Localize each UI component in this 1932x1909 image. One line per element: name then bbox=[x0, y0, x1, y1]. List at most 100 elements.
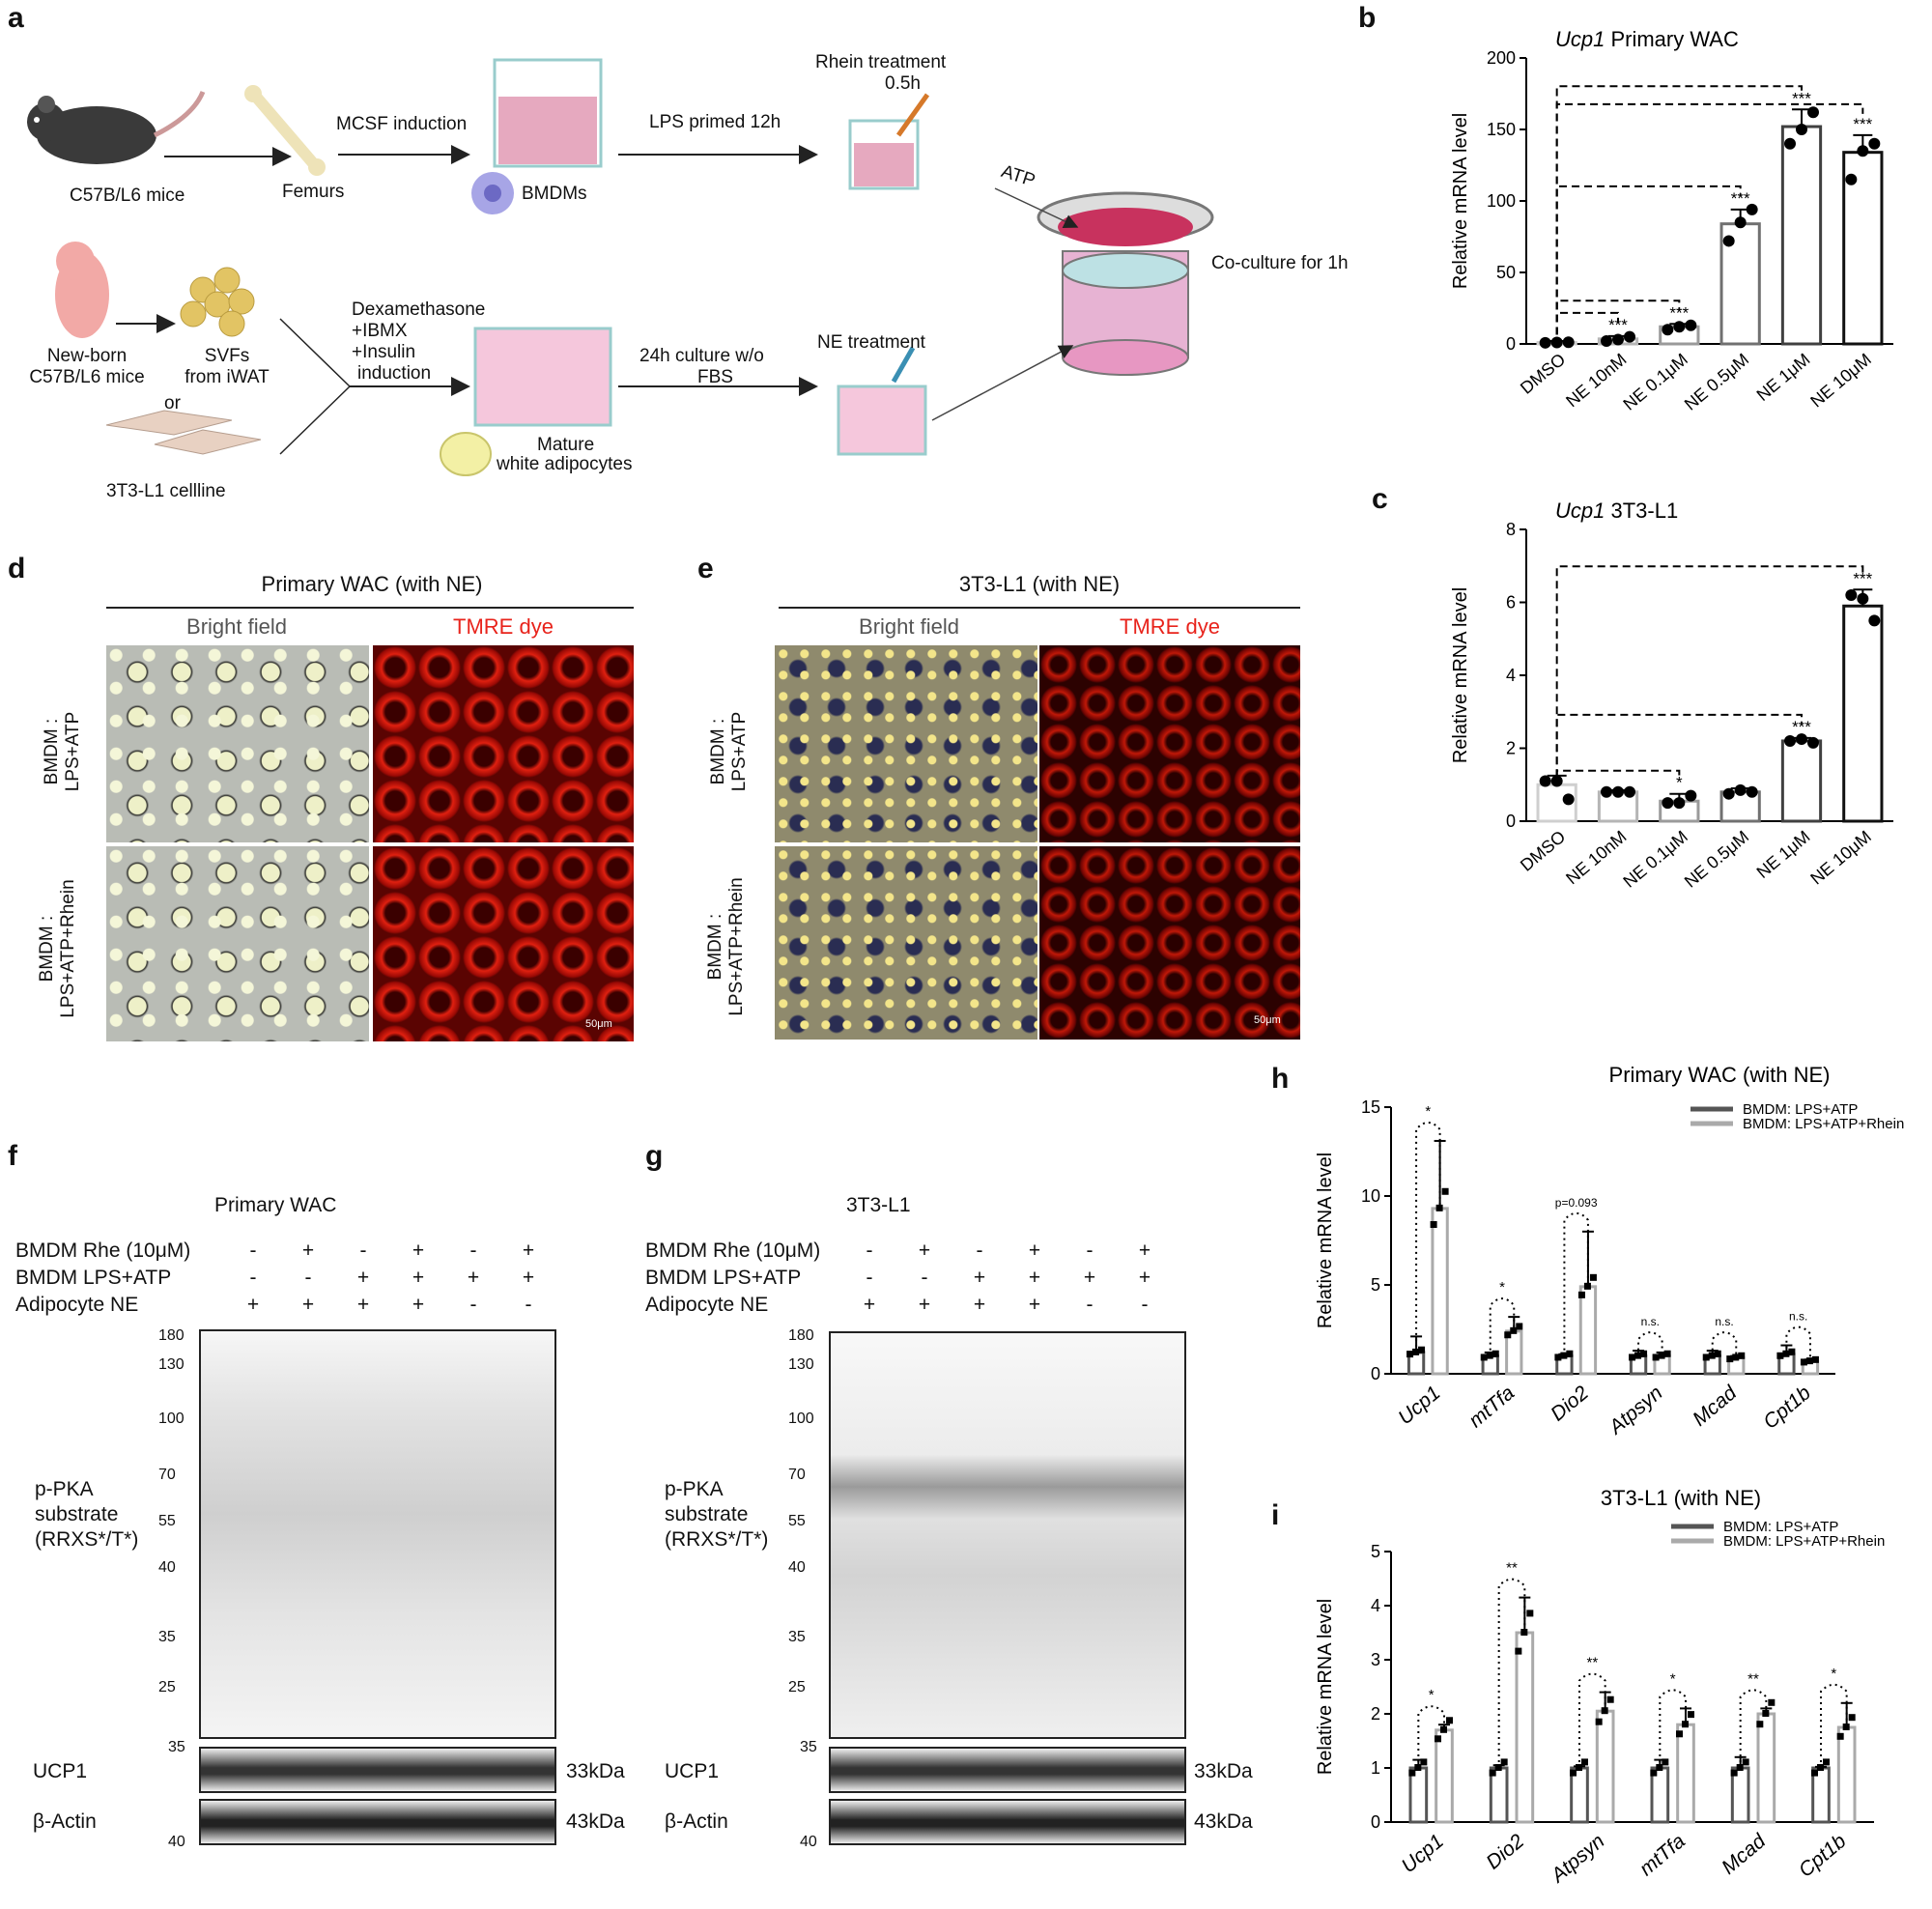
panel-g-ppka-label-1: p-PKA bbox=[665, 1478, 724, 1500]
marker-label: 100 bbox=[158, 1410, 185, 1427]
x-tick-label: Ucp1 bbox=[1394, 1382, 1444, 1429]
data-point bbox=[1800, 1358, 1807, 1366]
data-point bbox=[1807, 736, 1819, 749]
y-tick-label: 100 bbox=[1487, 191, 1516, 211]
sign-cell: + bbox=[1028, 1267, 1041, 1289]
data-point bbox=[1577, 1291, 1585, 1298]
legend-label: BMDM: LPS+ATP bbox=[1723, 1519, 1838, 1535]
y-tick-label: 1 bbox=[1371, 1758, 1380, 1778]
significance-label: * bbox=[1425, 1103, 1431, 1120]
label-coculture: Co-culture for 1h bbox=[1211, 253, 1349, 273]
significance-bracket bbox=[1489, 1297, 1516, 1356]
panel-f-ppka-label-3: (RRXS*/T*) bbox=[35, 1528, 139, 1551]
panel-label-i: i bbox=[1271, 1499, 1280, 1531]
bar bbox=[1435, 1728, 1454, 1824]
panel-g-ucp1-kda: 33kDa bbox=[1194, 1760, 1253, 1782]
label-bmdms: BMDMs bbox=[522, 184, 587, 204]
data-point bbox=[1526, 1610, 1534, 1617]
fibroblast-cells-icon bbox=[105, 410, 262, 455]
data-point bbox=[1726, 1355, 1734, 1363]
significance-label: n.s. bbox=[1641, 1315, 1660, 1328]
panel-d-tmre-lpsatp-image bbox=[373, 645, 634, 842]
panel-label-f: f bbox=[8, 1140, 17, 1172]
panel-e-rule bbox=[779, 607, 1300, 609]
data-point bbox=[1784, 137, 1796, 150]
panel-e-bf-rhein-image bbox=[775, 846, 1037, 1040]
significance-label: *** bbox=[1731, 189, 1750, 208]
sign-cell: - bbox=[304, 1267, 312, 1289]
panel-d-row2-a: BMDM : bbox=[37, 915, 57, 983]
y-tick-label: 15 bbox=[1361, 1097, 1380, 1117]
panel-g-actin-kda: 43kDa bbox=[1194, 1810, 1253, 1833]
data-point bbox=[1730, 1769, 1738, 1777]
sign-cell: - bbox=[359, 1239, 367, 1262]
data-point bbox=[1662, 1758, 1669, 1766]
label-rhein: Rhein treatment bbox=[815, 52, 947, 72]
panel-e-row1-b: LPS+ATP bbox=[729, 711, 750, 792]
label-lps: LPS primed 12h bbox=[649, 112, 781, 132]
significance-bracket bbox=[1637, 1331, 1663, 1356]
sign-cell: + bbox=[246, 1294, 260, 1316]
transwell-bmdm-icon bbox=[471, 58, 603, 214]
data-point bbox=[1430, 1220, 1437, 1228]
panel-e-row2-b: LPS+ATP+Rhein bbox=[726, 877, 747, 1016]
significance-bracket bbox=[1739, 1689, 1768, 1768]
panel-f-actin-blot bbox=[199, 1799, 556, 1845]
sign-cell: + bbox=[301, 1294, 315, 1316]
panel-f-ppka-label-1: p-PKA bbox=[35, 1478, 94, 1500]
panel-d-bf-header: Bright field bbox=[186, 614, 287, 639]
panel-g-ppka-label-2: substrate bbox=[665, 1503, 749, 1525]
panel-label-b: b bbox=[1358, 2, 1377, 34]
marker-label: 70 bbox=[788, 1467, 806, 1483]
significance-label: p=0.093 bbox=[1555, 1196, 1598, 1210]
y-tick-label: 150 bbox=[1487, 120, 1516, 139]
panel-d-rule bbox=[106, 607, 634, 609]
x-tick-label: NE 10μM bbox=[1806, 350, 1875, 412]
panel-e-tmre-header: TMRE dye bbox=[1120, 614, 1220, 639]
data-point bbox=[1868, 137, 1881, 150]
panel-d-row1-label: BMDM : LPS+ATP bbox=[42, 679, 84, 824]
data-point bbox=[1682, 1721, 1689, 1728]
panel-f-actin-kda: 43kDa bbox=[566, 1810, 625, 1833]
data-point bbox=[1446, 1717, 1453, 1724]
data-point bbox=[1612, 785, 1624, 798]
svf-cluster-icon bbox=[180, 267, 255, 337]
data-point bbox=[1848, 1714, 1856, 1722]
panel-g-actin-blot bbox=[829, 1799, 1186, 1845]
data-point bbox=[1406, 1351, 1414, 1358]
panel-g-row3-label: Adipocyte NE bbox=[645, 1294, 769, 1316]
sign-cell: + bbox=[522, 1239, 535, 1262]
label-insulin: +Insulin bbox=[352, 342, 416, 362]
comparison-line bbox=[1555, 769, 1681, 781]
data-point bbox=[1836, 1732, 1844, 1740]
data-point bbox=[1601, 785, 1612, 798]
sign-cell: + bbox=[1028, 1239, 1041, 1262]
data-point bbox=[1650, 1769, 1658, 1777]
data-point bbox=[1811, 1769, 1818, 1777]
data-point bbox=[1435, 1735, 1441, 1743]
sign-cell: + bbox=[1138, 1267, 1151, 1289]
bar bbox=[1842, 604, 1884, 823]
data-point bbox=[1612, 333, 1624, 346]
y-tick-label: 10 bbox=[1361, 1186, 1380, 1206]
panel-f-ucp1-marker: 35 bbox=[168, 1739, 185, 1755]
comparison-line bbox=[1555, 565, 1864, 778]
label-culture: 24h culture w/o bbox=[639, 346, 764, 366]
data-point bbox=[1722, 235, 1735, 247]
panel-g-ucp1-marker: 35 bbox=[800, 1739, 817, 1755]
sign-cell: - bbox=[866, 1239, 873, 1262]
data-point bbox=[1562, 336, 1575, 349]
panel-d-tmre-rhein-image bbox=[373, 846, 634, 1041]
data-point bbox=[1601, 335, 1612, 348]
significance-bracket bbox=[1711, 1331, 1738, 1356]
marker-label: 130 bbox=[158, 1356, 185, 1373]
panel-f-actin-marker: 40 bbox=[168, 1834, 185, 1850]
label-white-adipocytes: white adipocytes bbox=[497, 454, 633, 474]
chart-h: Primary WAC (with NE) BMDM: LPS+ATPBMDM: … bbox=[1315, 1063, 1904, 1439]
panel-g-ppka-blot bbox=[829, 1331, 1186, 1739]
label-mature: Mature bbox=[537, 435, 595, 455]
panel-label-c: c bbox=[1372, 483, 1388, 515]
x-tick-label: Ucp1 bbox=[1398, 1830, 1448, 1877]
panel-f-row3-label: Adipocyte NE bbox=[15, 1294, 139, 1316]
